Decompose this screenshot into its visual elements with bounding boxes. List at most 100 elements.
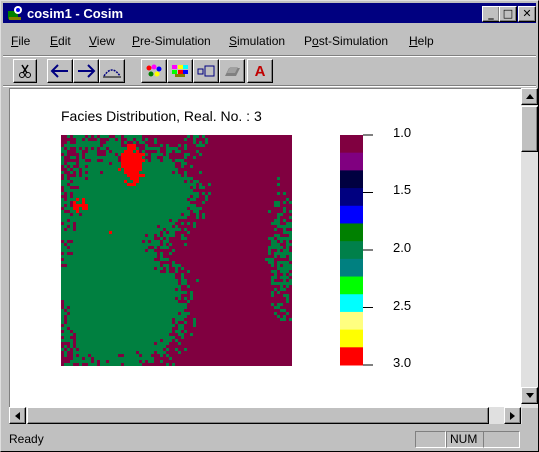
forward-button[interactable] [73, 59, 99, 83]
facies-cell [160, 177, 163, 180]
facies-cell [94, 282, 97, 285]
facies-cell [106, 216, 109, 219]
facies-cell [82, 288, 85, 291]
scroll-up-button[interactable] [521, 88, 538, 105]
scroll-right-button[interactable] [504, 407, 521, 424]
menu-help[interactable]: Help [409, 34, 434, 48]
facies-cell [118, 165, 121, 168]
scroll-down-button[interactable] [521, 387, 538, 404]
app-icon[interactable] [7, 5, 23, 21]
facies-cell [151, 147, 154, 150]
facies-cell [157, 153, 160, 156]
facies-cell [130, 207, 133, 210]
facies-cell [109, 363, 112, 366]
rectangles-button[interactable] [193, 59, 219, 83]
facies-cell [160, 168, 163, 171]
facies-cell [199, 153, 202, 156]
facies-cell [79, 225, 82, 228]
menu-edit[interactable]: Edit [50, 34, 71, 48]
plot-view[interactable] [9, 88, 524, 408]
facies-cell [91, 177, 94, 180]
facies-cell [76, 258, 79, 261]
facies-cell [103, 147, 106, 150]
facies-cell [157, 159, 160, 162]
facies-cell [268, 258, 271, 261]
facies-cell [64, 249, 67, 252]
facies-cell [160, 183, 163, 186]
facies-cell [82, 237, 85, 240]
facies-cell [61, 183, 64, 186]
facies-cell [106, 174, 109, 177]
variogram-button[interactable] [99, 59, 125, 83]
facies-cell [169, 288, 172, 291]
facies-cell [103, 327, 106, 330]
facies-cell [115, 189, 118, 192]
facies-cell [196, 192, 199, 195]
facies-cell [76, 327, 79, 330]
title-bar[interactable]: cosim1 - Cosim _ □ ✕ [3, 3, 536, 23]
facies-cell [109, 249, 112, 252]
facies-cell [85, 216, 88, 219]
facies-cell [178, 210, 181, 213]
vertical-scrollbar[interactable] [521, 88, 538, 408]
facies-cell [169, 315, 172, 318]
facies-cell [88, 306, 91, 309]
facies-cell [181, 210, 184, 213]
cut-button[interactable] [13, 59, 37, 83]
facies-cell [106, 246, 109, 249]
facies-cell [280, 240, 283, 243]
facies-cell [130, 315, 133, 318]
facies-cell [181, 192, 184, 195]
color-grid-button[interactable] [167, 59, 193, 83]
facies-cell [85, 189, 88, 192]
facies-cell [148, 264, 151, 267]
facies-cell [142, 222, 145, 225]
back-button[interactable] [47, 59, 73, 83]
scroll-left-button[interactable] [9, 407, 26, 424]
menu-post-simulation[interactable]: Post-Simulation [304, 34, 389, 48]
facies-cell [70, 360, 73, 363]
facies-cell [61, 315, 64, 318]
text-button[interactable]: A [247, 59, 273, 83]
facies-cell [124, 246, 127, 249]
minimize-button[interactable]: _ [482, 6, 500, 22]
layers-button[interactable] [219, 59, 245, 83]
horizontal-scroll-thumb[interactable] [27, 407, 489, 424]
facies-cell [130, 147, 133, 150]
vertical-scroll-thumb[interactable] [521, 106, 538, 152]
menu-view[interactable]: View [89, 34, 115, 48]
facies-cell [67, 285, 70, 288]
facies-cell [190, 183, 193, 186]
facies-cell [157, 276, 160, 279]
palette-button[interactable] [141, 59, 167, 83]
facies-cell [115, 249, 118, 252]
facies-cell [103, 174, 106, 177]
facies-cell [70, 144, 73, 147]
facies-cell [112, 339, 115, 342]
close-button[interactable]: ✕ [518, 6, 536, 22]
facies-cell [166, 276, 169, 279]
facies-cell [274, 288, 277, 291]
facies-cell [151, 285, 154, 288]
facies-cell [160, 288, 163, 291]
horizontal-scrollbar[interactable] [9, 407, 522, 424]
facies-cell [88, 333, 91, 336]
facies-cell [118, 234, 121, 237]
facies-cell [151, 345, 154, 348]
menu-file[interactable]: File [11, 34, 31, 48]
facies-cell [169, 291, 172, 294]
facies-cell [79, 180, 82, 183]
menu-simulation[interactable]: Simulation [229, 34, 286, 48]
facies-cell [289, 252, 292, 255]
facies-cell [172, 288, 175, 291]
maximize-button[interactable]: □ [499, 6, 517, 22]
facies-cell [166, 207, 169, 210]
facies-cell [97, 279, 100, 282]
facies-cell [88, 282, 91, 285]
facies-cell [151, 357, 154, 360]
facies-cell [121, 207, 124, 210]
facies-cell [286, 282, 289, 285]
facies-cell [91, 186, 94, 189]
menu-pre-simulation[interactable]: Pre-Simulation [132, 34, 211, 48]
facies-cell [61, 261, 64, 264]
